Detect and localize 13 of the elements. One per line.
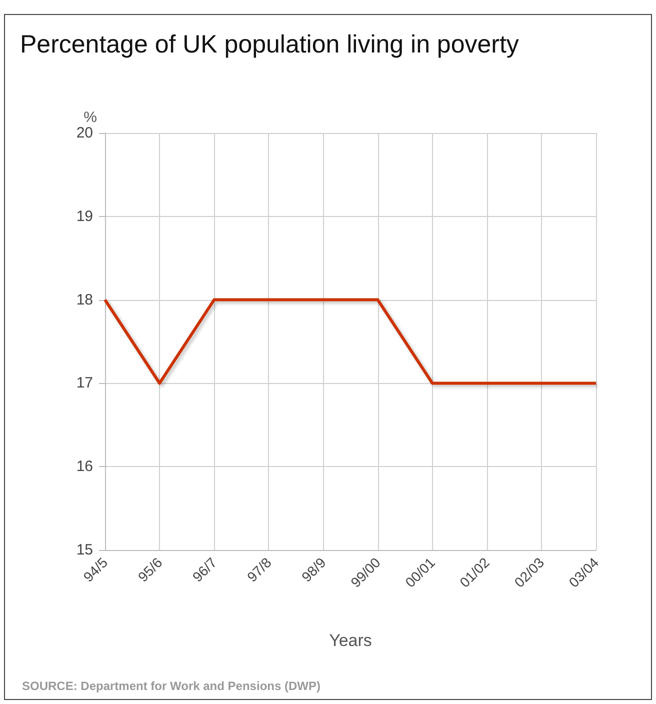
chart-title: Percentage of UK population living in poverty	[20, 30, 520, 58]
x-tick-label: 97/8	[244, 554, 274, 585]
y-tick-label: 20	[76, 124, 93, 142]
y-tick-label: 19	[76, 208, 93, 225]
y-tick-label: 18	[76, 291, 93, 308]
x-tick-label: 98/9	[298, 554, 330, 585]
x-axis-title: Years	[329, 631, 372, 650]
source-note: SOURCE: Department for Work and Pensions (DWP)	[22, 679, 320, 693]
y-tick-label: 16	[76, 458, 93, 476]
y-axis-title: %	[84, 109, 97, 126]
x-tick-label: 95/6	[134, 554, 166, 585]
y-tick-label: 15	[76, 542, 93, 558]
y-tick-label: 17	[76, 374, 93, 392]
